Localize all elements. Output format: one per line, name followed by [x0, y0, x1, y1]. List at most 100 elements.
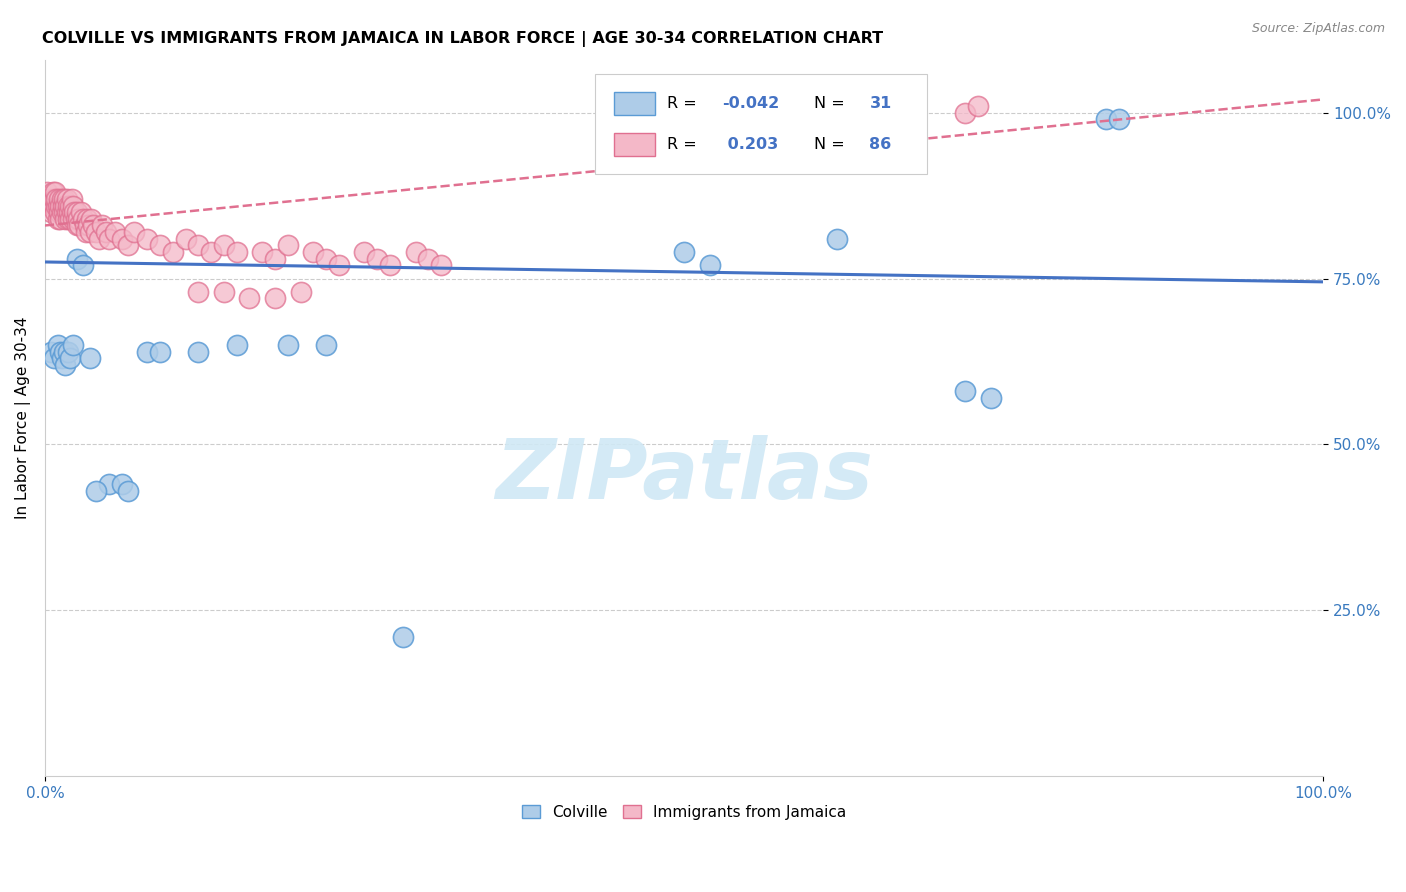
- Point: [60, 205, 83, 219]
- Point: [136, 232, 159, 246]
- Point: [55, 192, 77, 206]
- Point: [264, 292, 287, 306]
- Point: [366, 252, 388, 266]
- Point: [53, 192, 76, 206]
- Point: [53, 358, 76, 372]
- Point: [328, 258, 350, 272]
- Point: [42, 192, 65, 206]
- Point: [49, 211, 72, 226]
- Point: [84, 225, 107, 239]
- Point: [51, 351, 73, 366]
- Point: [38, 192, 60, 206]
- Point: [45, 198, 67, 212]
- Point: [110, 477, 132, 491]
- Point: [76, 211, 98, 226]
- Point: [84, 483, 107, 498]
- Point: [967, 99, 990, 113]
- Point: [250, 245, 273, 260]
- Point: [39, 344, 62, 359]
- Point: [46, 338, 69, 352]
- Point: [44, 186, 66, 200]
- Point: [49, 344, 72, 359]
- Point: [53, 211, 76, 226]
- Point: [264, 252, 287, 266]
- Point: [62, 198, 84, 212]
- Point: [315, 338, 337, 352]
- Point: [56, 198, 79, 212]
- Point: [52, 198, 75, 212]
- Point: [63, 205, 86, 219]
- Point: [42, 351, 65, 366]
- Point: [66, 252, 89, 266]
- Point: [212, 238, 235, 252]
- Point: [277, 338, 299, 352]
- Point: [58, 205, 80, 219]
- Point: [37, 186, 59, 200]
- Point: [45, 192, 67, 206]
- Point: [955, 384, 977, 399]
- Point: [48, 192, 70, 206]
- Point: [673, 245, 696, 260]
- Point: [96, 225, 118, 239]
- Point: [72, 211, 94, 226]
- Point: [187, 238, 209, 252]
- Point: [117, 238, 139, 252]
- Point: [162, 245, 184, 260]
- Point: [430, 258, 453, 272]
- Point: [79, 351, 101, 366]
- Point: [124, 225, 146, 239]
- Point: [392, 630, 415, 644]
- Point: [55, 205, 77, 219]
- Point: [56, 211, 79, 226]
- Point: [73, 219, 96, 233]
- Point: [72, 258, 94, 272]
- Point: [44, 205, 66, 219]
- Point: [75, 225, 97, 239]
- Text: N =: N =: [814, 96, 851, 112]
- Point: [290, 285, 312, 299]
- Point: [53, 198, 76, 212]
- Text: Source: ZipAtlas.com: Source: ZipAtlas.com: [1251, 22, 1385, 36]
- FancyBboxPatch shape: [614, 133, 655, 156]
- Point: [87, 232, 110, 246]
- FancyBboxPatch shape: [614, 92, 655, 115]
- Point: [827, 232, 849, 246]
- Point: [225, 338, 247, 352]
- Point: [62, 338, 84, 352]
- Point: [117, 483, 139, 498]
- Point: [149, 344, 172, 359]
- Point: [79, 225, 101, 239]
- Point: [1108, 112, 1130, 127]
- Point: [59, 211, 82, 226]
- Point: [699, 258, 721, 272]
- Point: [66, 219, 89, 233]
- Point: [110, 232, 132, 246]
- Point: [97, 232, 120, 246]
- Point: [53, 205, 76, 219]
- Point: [82, 219, 104, 233]
- Point: [46, 198, 69, 212]
- Point: [46, 211, 69, 226]
- Point: [77, 219, 100, 233]
- Point: [225, 245, 247, 260]
- Point: [212, 285, 235, 299]
- Text: ZIPatlas: ZIPatlas: [495, 434, 873, 516]
- Point: [149, 238, 172, 252]
- Point: [42, 198, 65, 212]
- Point: [353, 245, 375, 260]
- Point: [277, 238, 299, 252]
- Text: R =: R =: [668, 96, 703, 112]
- Point: [187, 285, 209, 299]
- Text: -0.042: -0.042: [723, 96, 780, 112]
- Text: COLVILLE VS IMMIGRANTS FROM JAMAICA IN LABOR FORCE | AGE 30-34 CORRELATION CHART: COLVILLE VS IMMIGRANTS FROM JAMAICA IN L…: [42, 31, 883, 47]
- Point: [51, 192, 73, 206]
- Point: [51, 205, 73, 219]
- Point: [97, 477, 120, 491]
- Point: [174, 232, 197, 246]
- FancyBboxPatch shape: [595, 74, 927, 174]
- Point: [59, 198, 82, 212]
- Y-axis label: In Labor Force | Age 30-34: In Labor Force | Age 30-34: [15, 317, 31, 519]
- Point: [41, 186, 63, 200]
- Legend: Colville, Immigrants from Jamaica: Colville, Immigrants from Jamaica: [516, 798, 853, 826]
- Point: [104, 225, 127, 239]
